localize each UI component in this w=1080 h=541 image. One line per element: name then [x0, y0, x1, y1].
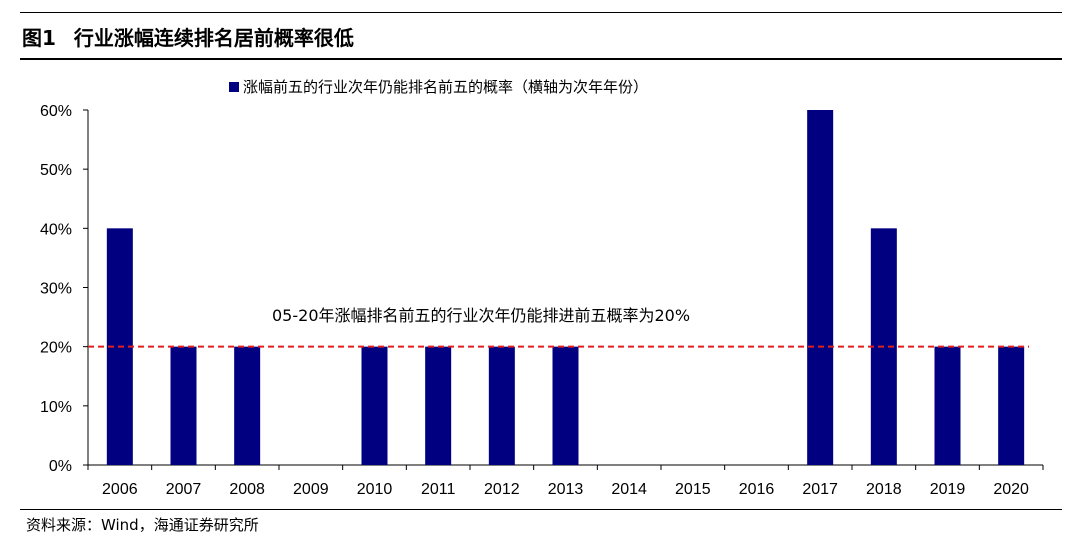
x-tick-label: 2012: [484, 481, 520, 498]
bar: [234, 346, 261, 465]
title-rule: [20, 58, 1062, 60]
figure-title-text: 行业涨幅连续排名居前概率很低: [73, 26, 354, 50]
reference-line-label: 05-20年涨幅排名前五的行业次年仍能排进前五概率为20%: [272, 306, 690, 325]
top-rule: [20, 12, 1062, 13]
x-tick-label: 2017: [802, 481, 838, 498]
x-tick-label: 2008: [229, 481, 265, 498]
y-tick-label: 30%: [40, 281, 72, 298]
x-tick-label: 2016: [739, 481, 775, 498]
y-axis: 0% 10% 20% 30% 40% 50% 60%: [40, 103, 89, 475]
x-tick-label: 2015: [675, 481, 711, 498]
x-axis: 2006 2007 2008 2009 2010 2011 2012 2013 2014 2015…: [87, 464, 1044, 498]
y-tick-label: 20%: [40, 340, 72, 357]
bar: [552, 346, 579, 465]
x-tick-label: 2006: [102, 481, 138, 498]
bar: [361, 346, 388, 465]
bars: [106, 110, 1025, 465]
source-note: 资料来源：Wind，海通证券研究所: [26, 516, 259, 534]
x-tick-label: 2014: [611, 481, 647, 498]
x-tick-label: 2018: [866, 481, 902, 498]
x-tick-label: 2019: [930, 481, 966, 498]
bar: [998, 346, 1025, 465]
x-tick-label: 2011: [421, 481, 456, 498]
y-tick-label: 10%: [40, 399, 72, 416]
bottom-rule: [20, 509, 1062, 510]
y-tick-label: 0%: [49, 458, 72, 475]
bar: [807, 110, 834, 465]
x-tick-label: 2009: [293, 481, 329, 498]
x-tick-label: 2013: [548, 481, 584, 498]
x-tick-label: 2020: [993, 481, 1029, 498]
y-tick-label: 50%: [40, 162, 72, 179]
x-tick-label: 2010: [357, 481, 393, 498]
legend-label: 涨幅前五的行业次年仍能排名前五的概率（横轴为次年年份）: [243, 78, 648, 96]
figure-number: 图1: [22, 26, 56, 50]
bar: [934, 346, 961, 465]
bar: [170, 346, 197, 465]
y-tick-label: 40%: [40, 221, 72, 238]
x-tick-label: 2007: [166, 481, 202, 498]
legend-swatch: [229, 82, 239, 92]
legend: 涨幅前五的行业次年仍能排名前五的概率（横轴为次年年份）: [229, 78, 648, 96]
bar: [425, 346, 452, 465]
bar: [488, 346, 515, 465]
bar-chart: 涨幅前五的行业次年仍能排名前五的概率（横轴为次年年份） 0% 10% 20% 30% 4…: [40, 78, 1044, 498]
figure-title: 图1 行业涨幅连续排名居前概率很低: [22, 22, 354, 51]
y-tick-label: 60%: [40, 103, 72, 120]
